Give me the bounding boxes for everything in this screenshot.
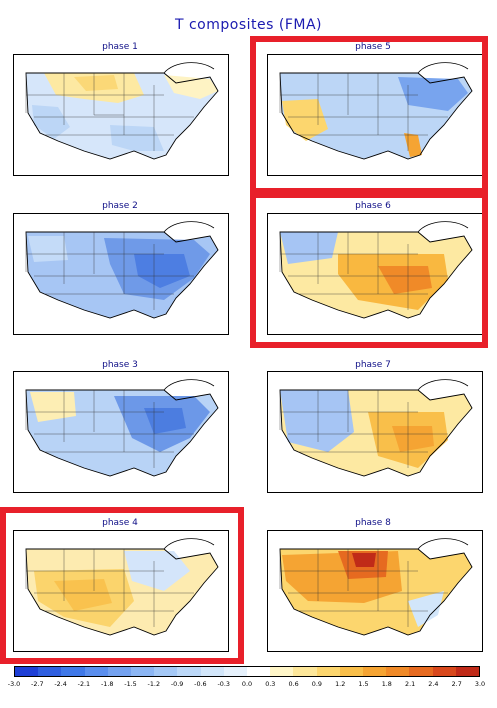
panel-title-phase4: phase 4 — [102, 518, 138, 528]
panel-title-phase3: phase 3 — [102, 360, 138, 370]
colorbar-segment — [38, 667, 62, 676]
colorbar — [14, 666, 480, 677]
colorbar-tick-label: -2.1 — [77, 680, 91, 688]
colorbar-tick-label: 1.5 — [358, 680, 369, 688]
panel-title-phase5: phase 5 — [355, 42, 391, 52]
colorbar-segment — [247, 667, 271, 676]
colorbar-tick-label: -1.2 — [147, 680, 161, 688]
panel-title-phase7: phase 7 — [355, 360, 391, 370]
colorbar-segment — [316, 667, 340, 676]
colorbar-segment — [455, 667, 480, 676]
colorbar-segment — [339, 667, 364, 676]
colorbar-segment — [61, 667, 85, 676]
colorbar-segment — [409, 667, 433, 676]
colorbar-segment — [84, 667, 108, 676]
map-phase2 — [13, 213, 229, 335]
colorbar-tick-label: -3.0 — [7, 680, 21, 688]
colorbar-segment — [177, 667, 201, 676]
colorbar-tick-label: -1.5 — [124, 680, 137, 688]
colorbar-segment — [200, 667, 224, 676]
colorbar-tick-label: 0.3 — [265, 680, 276, 688]
colorbar-tick-label: -0.6 — [194, 680, 207, 688]
map-phase7 — [267, 371, 483, 493]
colorbar-segment — [154, 667, 178, 676]
figure-title: T composites (FMA) — [174, 17, 323, 33]
colorbar-segment — [131, 667, 155, 676]
panel-title-phase2: phase 2 — [102, 201, 138, 211]
colorbar-tick-label: -0.9 — [170, 680, 184, 688]
colorbar-tick-label: 3.0 — [474, 680, 486, 688]
colorbar-tick-label: 2.7 — [451, 680, 462, 688]
colorbar-segment — [432, 667, 456, 676]
colorbar-tick-label: 1.2 — [335, 680, 346, 688]
colorbar-tick-label: 2.4 — [428, 680, 439, 688]
map-phase8 — [267, 530, 483, 652]
map-phase3 — [13, 371, 229, 493]
panel-title-phase8: phase 8 — [355, 518, 391, 528]
highlight-box-phase4 — [0, 507, 244, 664]
map-phase5 — [267, 54, 483, 176]
colorbar-tick-label: 0.9 — [311, 680, 322, 688]
colorbar-ticks: -3.0 -2.7 -2.4 -2.1 -1.8 -1.5 -1.2 -0.9 -0.6 -0.3… — [0, 680, 497, 694]
colorbar-segment — [223, 667, 248, 676]
colorbar-tick-label: 2.1 — [405, 680, 416, 688]
colorbar-tick-label: 1.8 — [381, 680, 392, 688]
colorbar-tick-label: -0.3 — [217, 680, 230, 688]
colorbar-tick-label: -1.8 — [100, 680, 114, 688]
colorbar-segment — [386, 667, 410, 676]
highlight-box-phase5 — [250, 36, 488, 194]
highlight-box-phase6 — [250, 192, 488, 348]
colorbar-segment — [363, 667, 387, 676]
colorbar-segment — [15, 667, 39, 676]
colorbar-tick-label: -2.4 — [54, 680, 67, 688]
colorbar-segment — [107, 667, 132, 676]
colorbar-segment — [270, 667, 294, 676]
map-phase6 — [267, 213, 483, 335]
map-phase1 — [13, 54, 229, 176]
map-phase4 — [13, 530, 229, 652]
colorbar-segment — [293, 667, 317, 676]
panel-title-phase6: phase 6 — [355, 201, 391, 211]
panel-title-phase1: phase 1 — [102, 42, 138, 52]
colorbar-tick-label: -2.7 — [31, 680, 44, 688]
colorbar-tick-label: 0.6 — [288, 680, 299, 688]
colorbar-tick-label: 0.0 — [241, 680, 253, 688]
